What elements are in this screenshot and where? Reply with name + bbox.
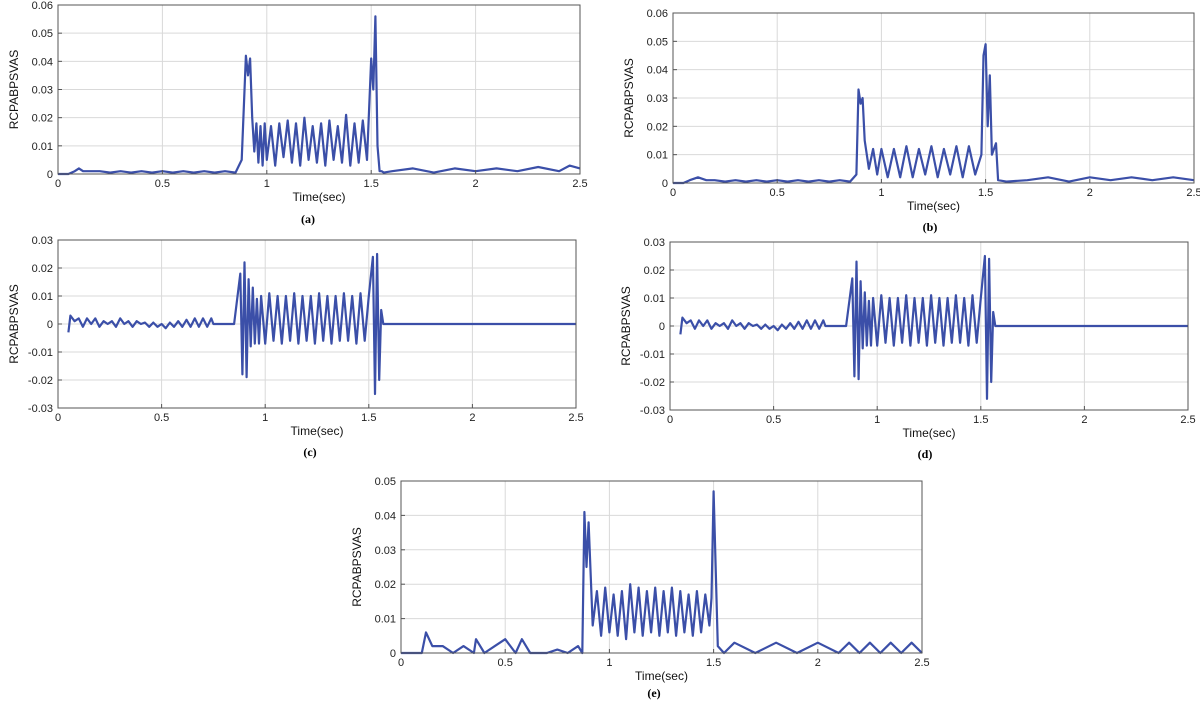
chart-c-y-tick-label-3: 0 — [47, 319, 53, 331]
chart-d-y-tick-label-0: -0.03 — [640, 405, 665, 417]
chart-b-y-tick-label-1: 0.01 — [647, 150, 668, 162]
chart-b-x-tick-label-2: 1 — [878, 187, 884, 199]
chart-b-x-tick-label-0: 0 — [670, 187, 676, 199]
chart-panel-d: 0 0.5 1 1.5 2 2.5 -0.03 -0.02 -0.01 0 0.01 0.02 0.03… — [619, 237, 1196, 461]
chart-a-x-tick-label-0: 0 — [55, 178, 61, 190]
chart-b-caption: (b) — [923, 220, 938, 234]
chart-a-y-tick-label-4: 0.04 — [32, 56, 53, 68]
chart-c-x-tick-label-4: 2 — [469, 412, 475, 424]
chart-e-series-line — [401, 490, 923, 655]
chart-a-caption: (a) — [301, 212, 315, 226]
chart-d-y-tick-label-2: -0.01 — [640, 349, 665, 361]
chart-c-x-tick-label-1: 0.5 — [154, 412, 169, 424]
chart-d-series-line — [679, 254, 1188, 400]
chart-a-y-axis-label: RCPABPSVAS — [7, 50, 21, 130]
chart-c-x-tick-label-5: 2.5 — [568, 412, 583, 424]
chart-c-x-axis-label: Time(sec) — [291, 424, 344, 438]
chart-d-y-tick-label-3: 0 — [659, 321, 665, 333]
chart-e-x-tick-label-4: 2 — [815, 657, 821, 669]
chart-e-y-tick-label-4: 0.04 — [375, 510, 396, 522]
chart-e-y-tick-label-3: 0.03 — [375, 545, 396, 557]
chart-panel-a: 0 0.5 1 1.5 2 2.5 0 0.01 0.02 0.03 0.04 0.05 0.06 Tim… — [7, 0, 588, 226]
chart-a-series-line — [58, 15, 581, 176]
chart-panel-e: 0 0.5 1 1.5 2 2.5 0 0.01 0.02 0.03 0.04 0.05 Time(se… — [350, 476, 930, 700]
chart-a-y-tick-label-6: 0.06 — [32, 0, 53, 12]
chart-c-y-tick-label-0: -0.03 — [28, 403, 53, 415]
chart-b-y-tick-label-0: 0 — [662, 178, 668, 190]
chart-e-y-tick-label-0: 0 — [390, 648, 396, 660]
chart-b-y-tick-label-6: 0.06 — [647, 8, 668, 20]
chart-c-y-tick-label-4: 0.01 — [32, 291, 53, 303]
chart-d-caption: (d) — [918, 447, 933, 461]
chart-e-x-tick-label-2: 1 — [606, 657, 612, 669]
chart-d-x-tick-label-2: 1 — [874, 414, 880, 426]
chart-d-y-tick-label-1: -0.02 — [640, 377, 665, 389]
chart-d-x-tick-label-5: 2.5 — [1180, 414, 1195, 426]
chart-d-x-axis-label: Time(sec) — [903, 426, 956, 440]
chart-panel-b: 0 0.5 1 1.5 2 2.5 0 0.01 0.02 0.03 0.04 0.05 0.06 Tim… — [622, 8, 1200, 234]
chart-c-y-axis-label: RCPABPSVAS — [7, 284, 21, 364]
chart-d-y-tick-label-5: 0.02 — [644, 265, 665, 277]
chart-c-x-tick-label-2: 1 — [262, 412, 268, 424]
chart-e-x-tick-label-3: 1.5 — [706, 657, 721, 669]
chart-e-x-tick-label-5: 2.5 — [914, 657, 929, 669]
chart-a-y-tick-label-1: 0.01 — [32, 141, 53, 153]
chart-a-x-tick-label-5: 2.5 — [572, 178, 587, 190]
chart-b-y-tick-label-3: 0.03 — [647, 93, 668, 105]
chart-d-x-tick-label-0: 0 — [667, 414, 673, 426]
chart-c-y-tick-label-6: 0.03 — [32, 235, 53, 247]
chart-e-x-tick-label-0: 0 — [398, 657, 404, 669]
chart-b-y-axis-label: RCPABPSVAS — [622, 58, 636, 138]
chart-b-series-line — [673, 43, 1195, 185]
chart-b-y-tick-label-2: 0.02 — [647, 121, 668, 133]
chart-a-x-tick-label-2: 1 — [264, 178, 270, 190]
chart-a-x-axis-label: Time(sec) — [293, 190, 346, 204]
chart-panel-c: 0 0.5 1 1.5 2 2.5 -0.03 -0.02 -0.01 0 0.01 0.02 0.03… — [7, 235, 584, 459]
chart-a-y-tick-label-2: 0.02 — [32, 113, 53, 125]
chart-a-y-tick-label-3: 0.03 — [32, 85, 53, 97]
chart-a-x-tick-label-4: 2 — [473, 178, 479, 190]
chart-e-y-axis-label: RCPABPSVAS — [350, 527, 364, 607]
chart-e-y-tick-label-1: 0.01 — [375, 614, 396, 626]
chart-c-x-tick-label-0: 0 — [55, 412, 61, 424]
chart-b-x-tick-label-5: 2.5 — [1186, 187, 1200, 199]
chart-d-x-tick-label-4: 2 — [1081, 414, 1087, 426]
chart-c-y-tick-label-5: 0.02 — [32, 263, 53, 275]
chart-e-x-tick-label-1: 0.5 — [498, 657, 513, 669]
chart-e-plot-area — [401, 481, 922, 653]
chart-c-series-line — [67, 252, 576, 396]
chart-a-x-tick-label-1: 0.5 — [155, 178, 170, 190]
chart-a-x-tick-label-3: 1.5 — [364, 178, 379, 190]
chart-c-x-tick-label-3: 1.5 — [361, 412, 376, 424]
chart-b-x-tick-label-1: 0.5 — [770, 187, 785, 199]
chart-d-x-tick-label-3: 1.5 — [973, 414, 988, 426]
chart-a-y-tick-label-5: 0.05 — [32, 28, 53, 40]
chart-d-y-axis-label: RCPABPSVAS — [619, 286, 633, 366]
chart-e-x-axis-label: Time(sec) — [635, 669, 688, 683]
chart-d-y-tick-label-6: 0.03 — [644, 237, 665, 249]
chart-e-y-tick-label-5: 0.05 — [375, 476, 396, 488]
chart-c-y-tick-label-2: -0.01 — [28, 347, 53, 359]
chart-b-x-tick-label-4: 2 — [1087, 187, 1093, 199]
chart-b-y-tick-label-5: 0.05 — [647, 36, 668, 48]
chart-b-x-axis-label: Time(sec) — [907, 199, 960, 213]
chart-e-axes-frame — [400, 480, 923, 654]
chart-b-x-tick-label-3: 1.5 — [978, 187, 993, 199]
chart-d-y-tick-label-4: 0.01 — [644, 293, 665, 305]
chart-c-caption: (c) — [303, 445, 316, 459]
chart-d-x-tick-label-1: 0.5 — [766, 414, 781, 426]
chart-b-y-tick-label-4: 0.04 — [647, 65, 668, 77]
chart-e-y-tick-label-2: 0.02 — [375, 579, 396, 591]
chart-e-caption: (e) — [647, 686, 660, 700]
chart-c-y-tick-label-1: -0.02 — [28, 375, 53, 387]
chart-a-y-tick-label-0: 0 — [47, 169, 53, 181]
